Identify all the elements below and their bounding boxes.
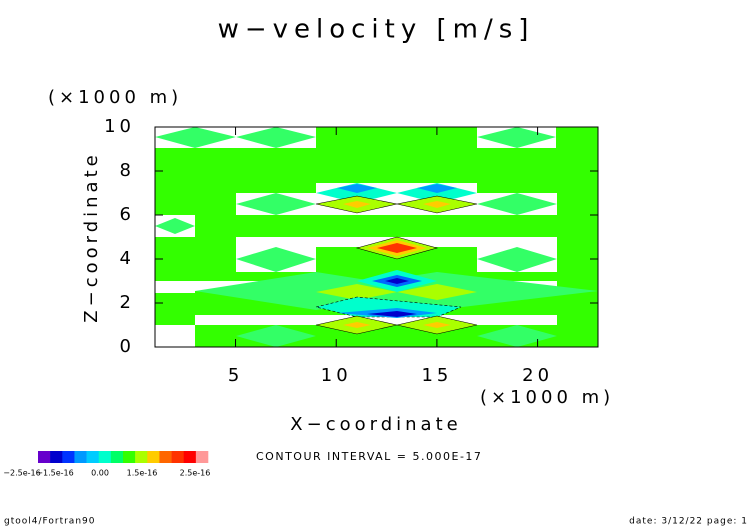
- field-cell: [316, 284, 397, 300]
- colorbar-swatch: [86, 451, 100, 463]
- y-tick-label: 4: [120, 248, 135, 269]
- contour-field: [155, 127, 598, 347]
- field-gap: [155, 325, 195, 347]
- colorbar-label: 1.5e-16: [127, 469, 158, 478]
- field-cell: [343, 322, 371, 328]
- field-cell: [477, 247, 557, 272]
- field-cell: [155, 218, 195, 234]
- colorbar-label: −2.5e-16: [3, 469, 40, 478]
- field-cell: [236, 193, 316, 215]
- colorbar-swatch: [135, 451, 148, 463]
- field-cell: [155, 127, 236, 148]
- field-cell: [236, 325, 316, 347]
- field-gap: [155, 281, 195, 293]
- field-cell: [236, 247, 316, 272]
- field-cell: [236, 127, 316, 148]
- y-tick-label: 2: [120, 292, 135, 313]
- footer-left: gtool4/Fortran90: [4, 517, 95, 527]
- field-cell: [477, 193, 557, 215]
- field-cell: [423, 201, 451, 208]
- field-cell: [337, 184, 377, 193]
- colorbar-label: −1.5e-16: [36, 469, 73, 478]
- x-unit: (×1000 m): [480, 387, 614, 408]
- y-axis-label: Z−coordinate: [81, 151, 102, 322]
- colorbar-label: 2.5e-16: [180, 469, 211, 478]
- y-unit: (×1000 m): [48, 87, 182, 108]
- colorbar-label: 0.00: [91, 469, 109, 478]
- x-tick-label: 20: [522, 365, 553, 386]
- colorbar-swatch: [183, 451, 197, 463]
- colorbar-swatch: [147, 451, 160, 463]
- footer-right: date: 3/12/22 page: 1: [629, 517, 748, 527]
- colorbar-swatch: [110, 451, 124, 463]
- colorbar-swatch: [171, 451, 185, 463]
- colorbar-swatch: [98, 451, 112, 463]
- field-cell: [377, 243, 417, 253]
- plot-frame: [154, 126, 599, 348]
- colorbar-swatch: [123, 451, 136, 463]
- y-tick-label: 0: [120, 336, 135, 357]
- contour-interval: CONTOUR INTERVAL = 5.000E-17: [256, 450, 482, 463]
- x-tick-label: 10: [321, 365, 352, 386]
- y-tick-label: 8: [120, 160, 135, 181]
- field-cell: [367, 311, 417, 317]
- colorbar-swatch: [195, 451, 209, 463]
- colorbar-swatch: [38, 451, 51, 463]
- field-cell: [423, 322, 451, 328]
- field-cell: [477, 127, 556, 148]
- field-cell: [417, 184, 457, 193]
- axes: 5 10 15 20 0 2 4 6 8 10: [104, 116, 598, 386]
- x-tick-label: 15: [421, 365, 452, 386]
- x-axis-label: X−coordinate: [290, 414, 461, 435]
- colorbar: −2.5e-16−1.5e-16 0.00 1.5e-16 2.5e-16: [3, 451, 210, 478]
- x-tick-label: 5: [228, 365, 243, 386]
- field-cell: [385, 278, 409, 284]
- y-tick-label: 10: [104, 116, 135, 137]
- field-cell: [477, 325, 557, 347]
- colorbar-swatch: [50, 451, 63, 463]
- field-cell: [397, 284, 477, 300]
- field-cell: [343, 201, 371, 208]
- y-tick-label: 6: [120, 204, 135, 225]
- colorbar-swatch: [74, 451, 87, 463]
- colorbar-swatch: [159, 451, 172, 463]
- chart-title: w−velocity [m/s]: [218, 15, 535, 45]
- colorbar-swatch: [62, 451, 75, 463]
